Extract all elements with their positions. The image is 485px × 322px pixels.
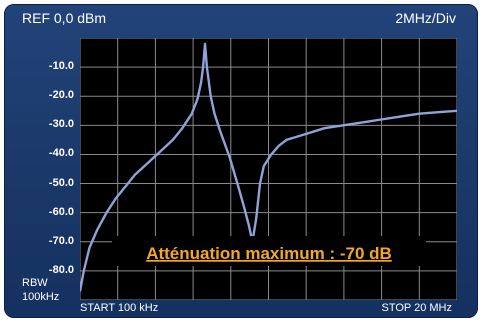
- y-tick-label: -80.0: [48, 263, 74, 276]
- plot-area: Atténuation maximum : -70 dB: [80, 38, 457, 300]
- annotation-text: Atténuation maximum : -70 dB: [146, 244, 392, 263]
- start-frequency-label: START 100 kHz: [80, 302, 159, 314]
- y-tick-label: -40.0: [48, 147, 74, 160]
- y-tick-label: -20.0: [48, 89, 74, 102]
- stop-frequency-label: STOP 20 MHz: [381, 302, 452, 314]
- annotation-box: Atténuation maximum : -70 dB: [112, 236, 426, 266]
- y-tick-label: -60.0: [48, 205, 74, 218]
- y-tick-label: -50.0: [48, 176, 74, 189]
- spectrum-chart: Atténuation maximum : -70 dB: [80, 38, 457, 300]
- y-tick-label: -10.0: [48, 60, 74, 73]
- scale-label: 2MHz/Div: [395, 10, 456, 26]
- rbw-value: 100kHz: [22, 291, 60, 303]
- y-tick-label: -70.0: [48, 234, 74, 247]
- y-tick-label: -30.0: [48, 118, 74, 131]
- rbw-label: RBW: [22, 277, 48, 289]
- reference-level-label: REF 0,0 dBm: [22, 10, 107, 26]
- spectrum-analyzer-display: REF 0,0 dBm 2MHz/Div -10.0 -20.0 -30.0 -40.…: [4, 4, 478, 318]
- spectrum-trace: [80, 42, 457, 292]
- annotation-background: [112, 236, 426, 266]
